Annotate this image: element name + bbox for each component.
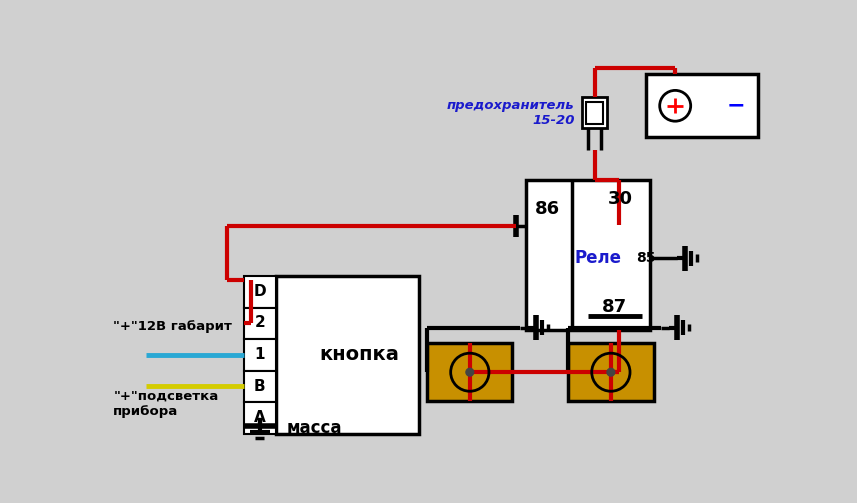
Text: 87: 87 [602,298,627,316]
Text: "+"12В габарит: "+"12В габарит [113,320,232,333]
Bar [586,102,603,124]
Bar [243,371,276,402]
Bar [427,343,512,401]
Bar [243,402,276,434]
Text: Реле: Реле [574,249,621,267]
Bar [276,276,419,434]
Bar [427,343,512,401]
Text: B: B [254,379,266,393]
Text: A: A [254,410,266,425]
Bar [582,97,607,128]
Bar [243,307,276,339]
Text: 85: 85 [636,252,655,265]
Text: масса: масса [287,420,343,438]
Text: 86: 86 [535,200,560,218]
Text: D: D [254,284,267,299]
Bar [525,180,650,330]
Bar [568,343,654,401]
Text: −: − [727,96,746,116]
Text: предохранитель
15-20: предохранитель 15-20 [446,99,574,127]
Text: "+"подсветка
прибора: "+"подсветка прибора [113,390,219,418]
Text: кнопка: кнопка [320,346,399,364]
Bar [646,74,758,137]
Circle shape [607,368,614,376]
Bar [568,343,654,401]
Bar [243,276,276,307]
Bar [243,339,276,371]
Text: 30: 30 [608,190,632,208]
Text: 1: 1 [255,347,265,362]
Text: 2: 2 [255,315,265,330]
Circle shape [466,368,474,376]
